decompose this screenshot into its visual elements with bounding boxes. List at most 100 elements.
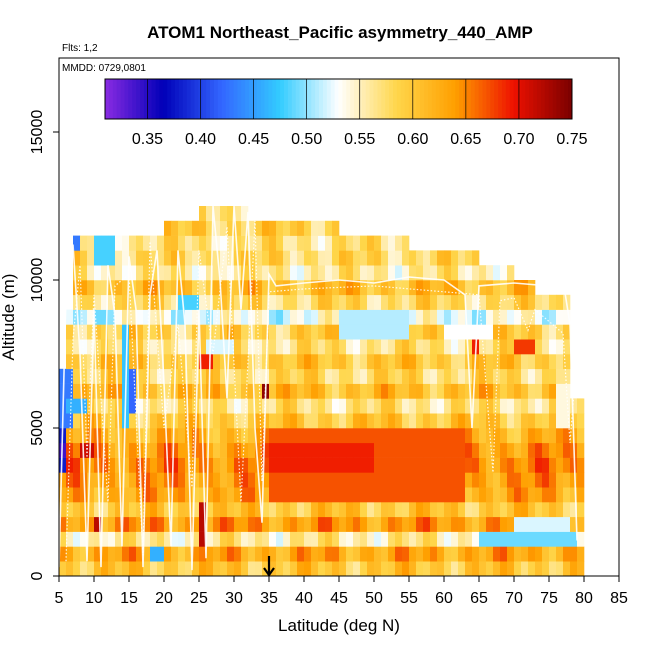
heatmap-cell bbox=[318, 457, 326, 473]
heatmap-cell bbox=[549, 324, 557, 340]
heatmap-cell bbox=[136, 250, 144, 266]
heatmap-cell bbox=[227, 516, 235, 532]
heatmap-cell bbox=[136, 309, 144, 325]
heatmap-cell bbox=[339, 398, 347, 414]
heatmap-cell bbox=[255, 294, 263, 310]
heatmap-cell bbox=[262, 294, 270, 310]
heatmap-cell bbox=[528, 442, 536, 458]
heatmap-cell bbox=[199, 472, 207, 488]
heatmap-cell bbox=[402, 280, 410, 296]
colorbar bbox=[104, 78, 573, 120]
heatmap-cell bbox=[220, 383, 228, 399]
heatmap-cell bbox=[332, 294, 340, 310]
colorbar-segment bbox=[501, 79, 507, 119]
heatmap-cell bbox=[206, 516, 214, 532]
colorbar-tick-label: 0.55 bbox=[344, 131, 375, 148]
heatmap-cell bbox=[171, 502, 179, 518]
heatmap-cell bbox=[493, 265, 501, 281]
heatmap-cell bbox=[381, 368, 389, 384]
heatmap-cell bbox=[430, 561, 438, 577]
heatmap-cell bbox=[213, 472, 221, 488]
heatmap-cell bbox=[479, 546, 487, 562]
heatmap-cell bbox=[360, 428, 368, 444]
heatmap-cell bbox=[66, 383, 74, 399]
heatmap-cell bbox=[416, 354, 424, 370]
heatmap-cell bbox=[150, 368, 158, 384]
heatmap-cell bbox=[199, 398, 207, 414]
heatmap-cell bbox=[213, 339, 221, 355]
colorbar-segment bbox=[237, 79, 242, 119]
heatmap-cell bbox=[577, 546, 585, 562]
heatmap-cell bbox=[115, 354, 123, 370]
heatmap-cell bbox=[276, 368, 284, 384]
heatmap-cell bbox=[297, 235, 305, 251]
heatmap-cell bbox=[171, 280, 179, 296]
heatmap-cell bbox=[73, 250, 81, 266]
heatmap-cell bbox=[346, 487, 354, 503]
heatmap-cell bbox=[395, 339, 403, 355]
heatmap-cell bbox=[395, 502, 403, 518]
heatmap-cell bbox=[353, 428, 361, 444]
heatmap-cell bbox=[500, 516, 508, 532]
heatmap-cell bbox=[129, 265, 137, 281]
heatmap-cell bbox=[59, 502, 67, 518]
heatmap-cell bbox=[514, 531, 522, 547]
heatmap-cell bbox=[73, 413, 81, 429]
heatmap-cell bbox=[514, 487, 522, 503]
colorbar-segment bbox=[326, 79, 332, 119]
heatmap-cell bbox=[227, 398, 235, 414]
heatmap-cell bbox=[332, 442, 340, 458]
heatmap-cell bbox=[486, 354, 494, 370]
heatmap-cell bbox=[157, 250, 165, 266]
heatmap-cell bbox=[269, 457, 277, 473]
colorbar-segment bbox=[408, 79, 413, 119]
colorbar-tick-label: 0.75 bbox=[556, 131, 587, 148]
heatmap-cell bbox=[122, 354, 130, 370]
heatmap-cell bbox=[311, 280, 319, 296]
heatmap-cell bbox=[66, 354, 74, 370]
x-tick-label: 25 bbox=[190, 590, 208, 607]
heatmap-cell bbox=[318, 398, 326, 414]
heatmap-cell bbox=[164, 354, 172, 370]
heatmap-cell bbox=[199, 487, 207, 503]
heatmap-cell bbox=[171, 442, 179, 458]
heatmap-cell bbox=[353, 235, 361, 251]
heatmap-cell bbox=[143, 502, 151, 518]
heatmap-cell bbox=[367, 428, 375, 444]
heatmap-cell bbox=[388, 472, 396, 488]
heatmap-cell bbox=[206, 265, 214, 281]
heatmap-cell bbox=[248, 531, 256, 547]
heatmap-cell bbox=[325, 324, 333, 340]
heatmap-cell bbox=[304, 339, 312, 355]
heatmap-cell bbox=[332, 428, 340, 444]
heatmap-cell bbox=[276, 294, 284, 310]
heatmap-cell bbox=[73, 428, 81, 444]
heatmap-cell bbox=[248, 546, 256, 562]
heatmap-cell bbox=[192, 250, 200, 266]
heatmap-cell bbox=[325, 516, 333, 532]
heatmap-cell bbox=[115, 398, 123, 414]
colorbar-segment bbox=[213, 79, 219, 119]
heatmap-cell bbox=[500, 294, 508, 310]
heatmap-cell bbox=[423, 368, 431, 384]
heatmap-cell bbox=[164, 487, 172, 503]
heatmap-cell bbox=[276, 531, 284, 547]
heatmap-cell bbox=[521, 280, 529, 296]
heatmap-cell bbox=[108, 531, 116, 547]
heatmap-cell bbox=[143, 294, 151, 310]
heatmap-cell bbox=[171, 265, 179, 281]
heatmap-cell bbox=[66, 531, 74, 547]
heatmap-cell bbox=[150, 472, 158, 488]
heatmap-cell bbox=[423, 250, 431, 266]
heatmap-cell bbox=[353, 294, 361, 310]
heatmap-cell bbox=[101, 280, 109, 296]
heatmap-cell bbox=[465, 280, 473, 296]
heatmap-cell bbox=[549, 354, 557, 370]
colorbar-segment bbox=[194, 79, 199, 119]
heatmap-cell bbox=[563, 324, 571, 340]
heatmap-cell bbox=[346, 546, 354, 562]
heatmap-cell bbox=[220, 280, 228, 296]
heatmap-cell bbox=[346, 250, 354, 266]
colorbar-segment bbox=[299, 79, 304, 119]
heatmap-cell bbox=[395, 442, 403, 458]
